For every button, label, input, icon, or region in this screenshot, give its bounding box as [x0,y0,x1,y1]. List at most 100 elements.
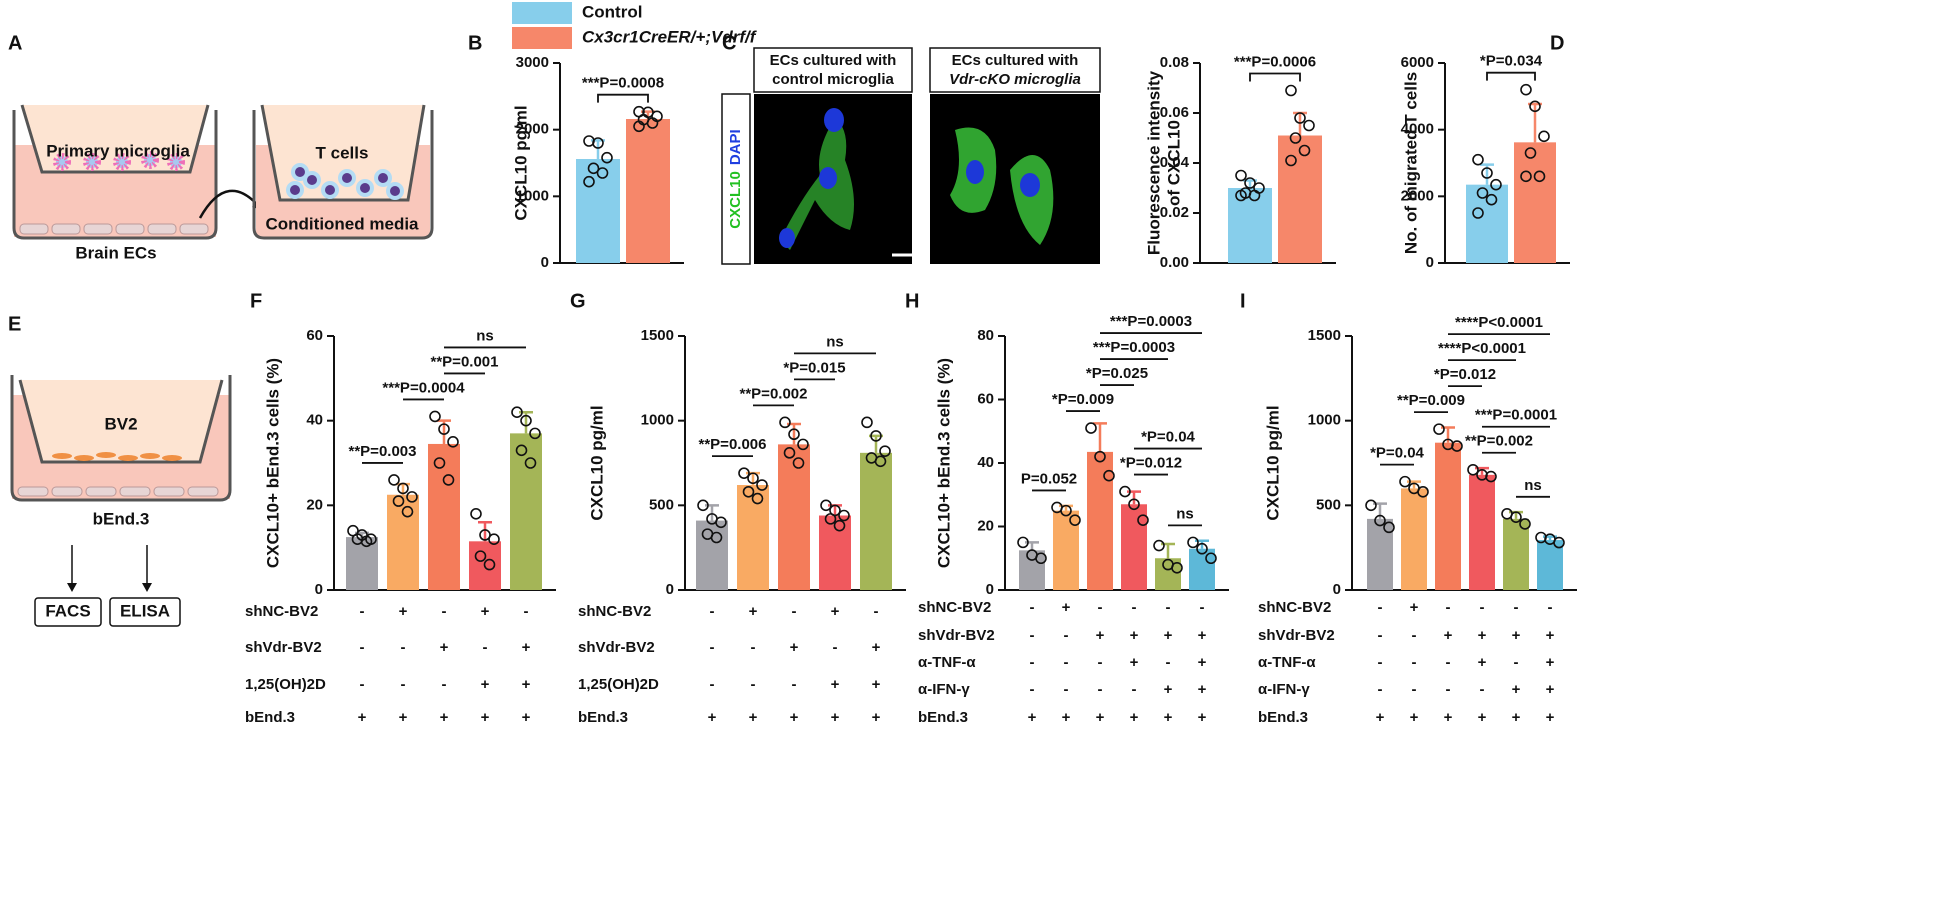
data-point [1519,518,1531,530]
condition-mark: - [1166,599,1171,616]
bar [1228,188,1272,263]
bar [1435,442,1461,590]
diagram-a-part-part [386,182,404,200]
data-point [470,507,482,520]
condition-mark: - [483,639,488,656]
data-point [520,414,532,427]
condition-mark: + [1444,709,1453,726]
condition-mark: + [1130,627,1139,644]
condition-mark: - [1098,681,1103,698]
condition-mark: - [710,676,715,693]
diagram-label: Conditioned media [266,214,420,233]
y-axis-label: CXCL10 pg/ml [1263,405,1282,520]
y-tick-label: 0.00 [1160,254,1189,271]
diagram-label: T cells [316,143,369,162]
data-point [797,438,809,451]
diagram-a-part-part [83,223,113,235]
significance-bracket [1486,71,1536,81]
data-point [1476,187,1489,199]
condition-mark: - [1098,599,1103,616]
diagram-a-part-part [321,181,339,199]
condition-mark: + [1062,599,1071,616]
diagram-a-part-part [303,171,321,189]
significance-label: **P=0.002 [740,385,808,402]
channel-label: DAPI [727,129,744,165]
condition-mark: - [1446,681,1451,698]
diagram-e-part-part [85,486,117,497]
image-c-part [721,93,751,265]
significance-label: **P=0.002 [1465,433,1533,450]
significance-label: *P=0.009 [1052,391,1114,408]
significance-bracket [597,93,649,103]
condition-mark: - [1064,681,1069,698]
legend-swatch [512,27,572,49]
data-point [1538,130,1550,143]
image-title: control microglia [772,71,894,88]
condition-mark: + [1444,627,1453,644]
data-point [1383,521,1395,534]
diagram-label: BV2 [104,414,137,433]
data-point [1524,147,1537,159]
diagram-e-part-part [119,486,151,497]
condition-mark: - [1480,681,1485,698]
data-point [1017,536,1029,549]
diagram-label: Primary microglia [46,141,190,160]
y-tick-label: 500 [649,496,674,513]
significance-label: ***P=0.0003 [1110,313,1192,330]
condition-mark: - [751,676,756,693]
condition-mark: - [1514,654,1519,671]
data-point [1035,552,1047,565]
condition-mark: + [440,709,449,726]
diagram-e-part-part [118,455,138,461]
diagram-a-part-part [113,153,131,171]
data-point [596,167,609,179]
data-point [1533,170,1546,183]
significance-label: *P=0.04 [1370,445,1424,462]
data-point [751,492,764,505]
panel-label: I [1240,290,1246,312]
diagram-a-part-part [167,153,185,171]
diagram-e-part [18,379,224,464]
data-point [1205,552,1217,565]
data-point [1294,112,1306,124]
data-point [633,120,645,133]
y-tick-label: 0 [541,254,549,271]
y-axis-label: of CXCL10 [1164,120,1183,206]
y-tick-label: 0 [1426,254,1434,271]
bar [346,537,378,590]
data-point [388,474,400,486]
condition-mark: - [1200,599,1205,616]
data-point [870,430,882,442]
diagram-a-part [53,151,185,171]
data-point [824,513,837,525]
condition-mark: - [1064,654,1069,671]
significance-label: ***P=0.0003 [1093,339,1175,356]
diagram-e-part-part [153,486,185,497]
condition-mark: - [1030,681,1035,698]
data-point [756,479,768,491]
data-point [474,550,487,562]
data-point [488,533,500,546]
data-point [788,428,800,441]
condition-mark: - [833,639,838,656]
diagram-e-part-part [96,452,116,458]
condition-mark: - [1030,599,1035,616]
y-axis-label: Fluorescence intensity [1144,70,1163,255]
bar [1121,504,1147,590]
condition-mark: - [1064,627,1069,644]
diagram-e-part-part [52,453,72,459]
significance-label: ns [1524,477,1542,494]
data-point [742,485,755,498]
diagram-a-part-part [179,223,209,235]
bar [1469,474,1495,590]
condition-mark: + [831,603,840,620]
data-point [1417,485,1429,498]
image-c-part [779,108,844,248]
image-title: ECs cultured with [770,52,897,69]
data-point [861,416,873,429]
bar [1367,518,1393,590]
data-point [1399,475,1411,488]
significance-label: *P=0.015 [783,359,845,376]
data-point [833,519,846,532]
y-tick-label: 0.02 [1160,204,1189,221]
